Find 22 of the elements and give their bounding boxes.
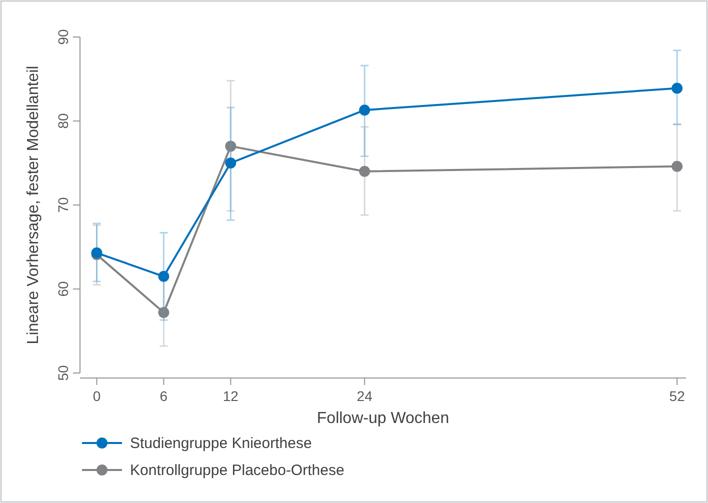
y-tick-label: 90 [55, 29, 71, 45]
y-tick-label: 60 [55, 281, 71, 297]
x-tick-label: 0 [92, 388, 101, 404]
y-tick-label: 50 [55, 365, 71, 381]
point [158, 270, 170, 282]
point [225, 140, 236, 152]
x-tick-label: 12 [222, 388, 239, 404]
y-tick-label: 70 [55, 197, 71, 213]
point [672, 160, 683, 172]
x-tick-label: 6 [160, 388, 168, 404]
point [359, 166, 370, 177]
legend-label: Studiengruppe Knieorthese [130, 435, 312, 452]
x-axis-title: Follow-up Wochen [316, 410, 450, 427]
legend-label: Kontrollgruppe Placebo-Orthese [130, 462, 344, 479]
point [158, 307, 170, 318]
point [225, 158, 236, 168]
y-tick-label: 80 [55, 113, 71, 129]
point [672, 82, 683, 94]
point [359, 104, 370, 116]
y-axis-title: Lineare Vorhersage, fester Modellanteil [25, 66, 42, 344]
x-tick-label: 24 [356, 388, 373, 404]
x-tick-label: 52 [669, 388, 686, 404]
